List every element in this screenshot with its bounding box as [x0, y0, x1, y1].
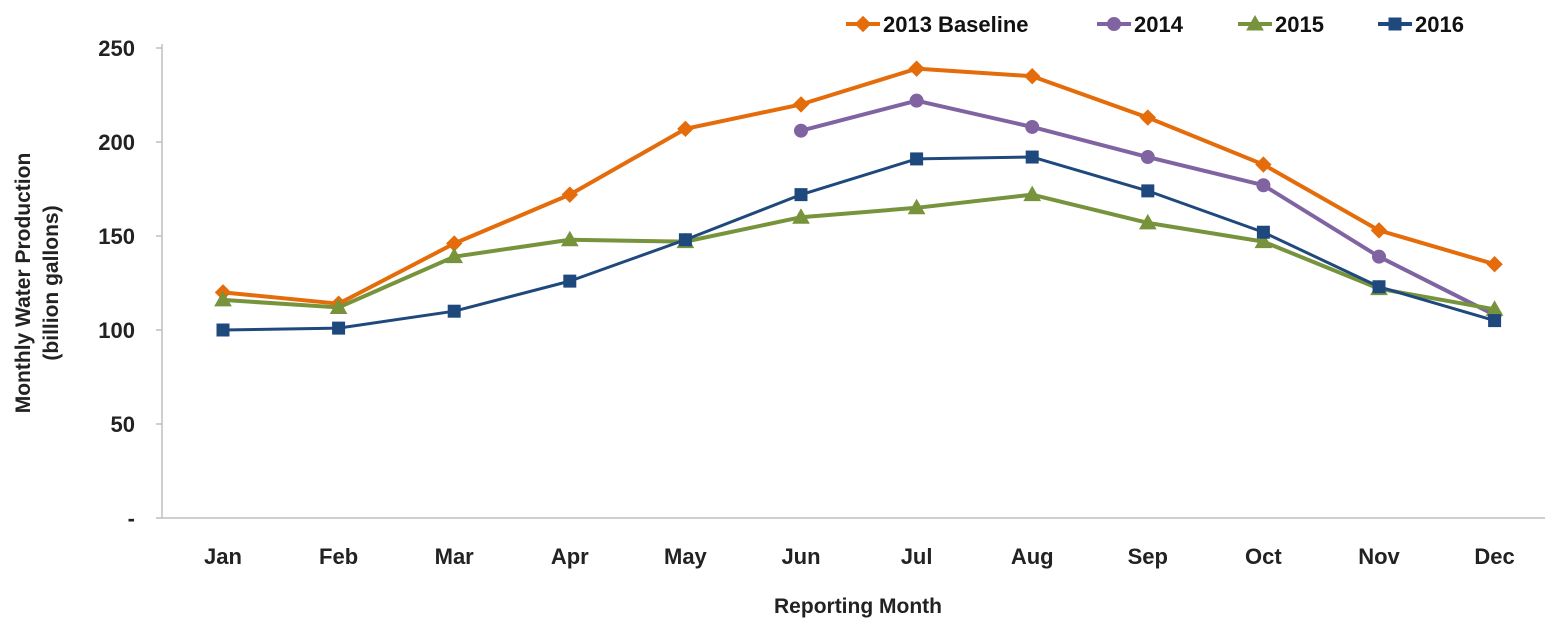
y-tick-label: 200 — [98, 130, 135, 155]
legend-label: 2016 — [1415, 12, 1464, 37]
legend-marker — [854, 15, 872, 33]
x-tick-label: Aug — [1011, 544, 1054, 569]
data-point — [907, 198, 926, 215]
legend-marker — [1107, 17, 1121, 31]
legend-item: 2013 Baseline — [846, 12, 1029, 37]
legend-marker — [1246, 14, 1264, 31]
data-point — [1023, 185, 1042, 202]
data-point — [1370, 222, 1388, 239]
y-tick-label: - — [128, 506, 135, 531]
y-tick-label: 150 — [98, 224, 135, 249]
data-point — [1372, 280, 1386, 294]
data-point — [1255, 156, 1272, 173]
data-point — [1254, 232, 1273, 249]
x-tick-label: Dec — [1474, 544, 1514, 569]
y-axis-title-line2: (billion gallons) — [40, 205, 63, 360]
data-point — [792, 208, 810, 224]
data-point — [909, 93, 924, 108]
data-point — [678, 233, 692, 247]
data-point — [1023, 67, 1041, 85]
axes — [156, 44, 1545, 519]
x-tick-label: Mar — [435, 544, 475, 569]
data-point — [1025, 150, 1039, 164]
x-axis-title: Reporting Month — [774, 595, 942, 618]
legend: 2013 Baseline 2014 2015 2016 — [846, 12, 1464, 37]
x-tick-label: Sep — [1128, 544, 1168, 569]
data-point — [910, 152, 924, 166]
data-point — [908, 60, 925, 77]
series-2013-baseline — [214, 60, 1503, 312]
data-point — [1372, 249, 1386, 264]
legend-label: 2015 — [1275, 12, 1324, 37]
x-tick-label: Jun — [781, 544, 820, 569]
x-tick-labels: Jan Feb Mar Apr May Jun Jul Aug Sep Oct Nov Dec — [204, 544, 1515, 569]
x-tick-label: Jan — [204, 544, 242, 569]
data-point — [792, 96, 810, 113]
data-point — [445, 247, 464, 264]
x-tick-label: Feb — [319, 544, 358, 569]
data-point — [447, 304, 461, 318]
data-point — [332, 321, 346, 335]
data-point — [1488, 314, 1502, 328]
legend-label: 2013 Baseline — [883, 12, 1029, 37]
data-point — [216, 323, 230, 337]
x-tick-label: Oct — [1245, 544, 1282, 569]
legend-item: 2016 — [1378, 12, 1464, 37]
data-point — [561, 186, 579, 203]
series-line — [222, 155, 1496, 332]
data-point — [1140, 150, 1155, 165]
x-tick-label: Nov — [1358, 544, 1400, 569]
data-point — [563, 274, 577, 288]
data-point — [1486, 255, 1503, 273]
series-2015 — [214, 185, 1504, 316]
data-point — [1139, 109, 1157, 126]
data-point — [329, 298, 348, 314]
y-axis-title-line1: Monthly Water Production — [12, 153, 35, 414]
data-point — [1256, 178, 1271, 193]
data-point — [1025, 119, 1040, 134]
legend-item: 2014 — [1097, 12, 1184, 37]
x-tick-label: May — [664, 544, 708, 569]
data-point — [677, 120, 694, 138]
series-layer — [214, 60, 1504, 337]
y-tick-labels: - 50 100 150 200 250 — [98, 36, 135, 531]
x-tick-label: Jul — [901, 544, 933, 569]
data-point — [794, 123, 808, 138]
series-line — [222, 66, 1496, 306]
series-line — [222, 192, 1495, 312]
y-tick-label: 250 — [98, 36, 135, 61]
data-point — [1138, 213, 1157, 230]
y-tick-label: 100 — [98, 318, 135, 343]
x-tick-label: Apr — [551, 544, 589, 569]
legend-item: 2015 — [1238, 12, 1324, 37]
data-point — [560, 230, 579, 247]
legend-marker — [1388, 17, 1402, 31]
data-point — [214, 290, 232, 307]
legend-label: 2014 — [1134, 12, 1184, 37]
data-point — [1256, 225, 1270, 239]
data-point — [1141, 184, 1155, 198]
series-2016 — [216, 150, 1502, 337]
y-tick-label: 50 — [111, 412, 135, 437]
data-point — [794, 188, 808, 202]
